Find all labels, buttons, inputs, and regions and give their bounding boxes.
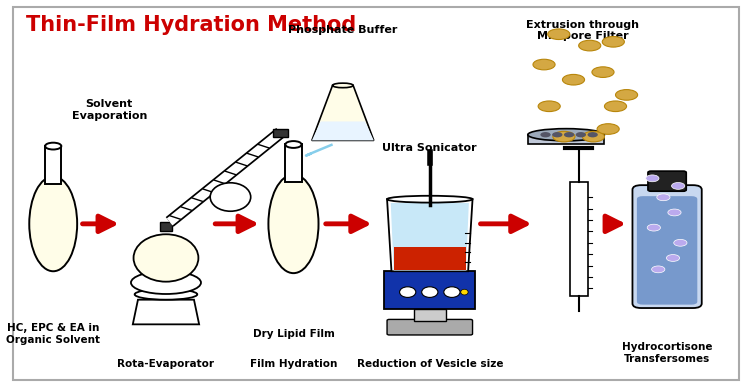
FancyBboxPatch shape <box>14 7 738 380</box>
Text: Hydrocortisone
Transfersomes: Hydrocortisone Transfersomes <box>622 342 712 364</box>
Ellipse shape <box>268 175 319 273</box>
Circle shape <box>576 132 586 137</box>
Ellipse shape <box>562 74 584 85</box>
Text: Film Hydration: Film Hydration <box>250 359 337 369</box>
Circle shape <box>652 266 665 273</box>
Ellipse shape <box>553 131 575 142</box>
Ellipse shape <box>29 176 77 271</box>
Ellipse shape <box>422 287 438 298</box>
Text: Dry Lipid Film: Dry Lipid Film <box>253 329 335 339</box>
Ellipse shape <box>135 289 197 300</box>
Ellipse shape <box>45 143 62 149</box>
Circle shape <box>674 240 687 246</box>
Polygon shape <box>133 300 199 324</box>
Text: Solvent
Evaporation: Solvent Evaporation <box>71 99 147 121</box>
Polygon shape <box>312 122 374 140</box>
FancyBboxPatch shape <box>648 171 687 191</box>
FancyBboxPatch shape <box>387 319 472 335</box>
Ellipse shape <box>131 271 201 294</box>
Ellipse shape <box>579 40 601 51</box>
Ellipse shape <box>602 36 624 47</box>
Ellipse shape <box>285 141 302 148</box>
Circle shape <box>541 132 550 137</box>
Ellipse shape <box>134 234 199 282</box>
Ellipse shape <box>547 29 570 39</box>
FancyBboxPatch shape <box>414 309 446 320</box>
Text: Ultra Sonicator: Ultra Sonicator <box>383 143 477 153</box>
Text: Extrusion through
Millipore Filter: Extrusion through Millipore Filter <box>526 20 639 41</box>
Ellipse shape <box>538 101 560 111</box>
Ellipse shape <box>399 287 416 298</box>
Circle shape <box>666 255 680 261</box>
Ellipse shape <box>135 283 197 290</box>
Circle shape <box>564 132 575 137</box>
Text: Thin-Film Hydration Method: Thin-Film Hydration Method <box>26 15 356 35</box>
Circle shape <box>656 194 670 201</box>
Text: Rota-Evaporator: Rota-Evaporator <box>117 359 214 369</box>
Circle shape <box>668 209 681 216</box>
FancyBboxPatch shape <box>570 182 587 296</box>
Polygon shape <box>394 247 466 271</box>
Ellipse shape <box>605 101 626 111</box>
Circle shape <box>587 132 598 137</box>
FancyBboxPatch shape <box>637 196 697 305</box>
Polygon shape <box>285 144 302 182</box>
Ellipse shape <box>528 128 605 141</box>
Ellipse shape <box>210 183 250 211</box>
FancyBboxPatch shape <box>632 185 702 308</box>
Ellipse shape <box>533 59 555 70</box>
Polygon shape <box>391 203 468 271</box>
FancyBboxPatch shape <box>384 271 475 309</box>
Circle shape <box>647 224 660 231</box>
Ellipse shape <box>461 289 468 295</box>
Polygon shape <box>387 199 472 271</box>
Text: HC, EPC & EA in
Organic Solvent: HC, EPC & EA in Organic Solvent <box>6 323 100 345</box>
Ellipse shape <box>582 131 605 142</box>
Ellipse shape <box>592 67 614 77</box>
Circle shape <box>672 183 685 189</box>
Text: Reduction of Vesicle size: Reduction of Vesicle size <box>356 359 503 369</box>
Ellipse shape <box>387 196 472 203</box>
Circle shape <box>646 175 659 182</box>
Polygon shape <box>45 146 62 184</box>
FancyBboxPatch shape <box>528 135 605 144</box>
Ellipse shape <box>444 287 460 298</box>
Circle shape <box>552 132 562 137</box>
Ellipse shape <box>332 83 353 88</box>
Text: Phosphate Buffer: Phosphate Buffer <box>288 26 398 36</box>
FancyBboxPatch shape <box>160 222 172 231</box>
Ellipse shape <box>597 124 619 134</box>
FancyBboxPatch shape <box>273 129 287 137</box>
Polygon shape <box>312 86 374 140</box>
Ellipse shape <box>615 89 638 100</box>
